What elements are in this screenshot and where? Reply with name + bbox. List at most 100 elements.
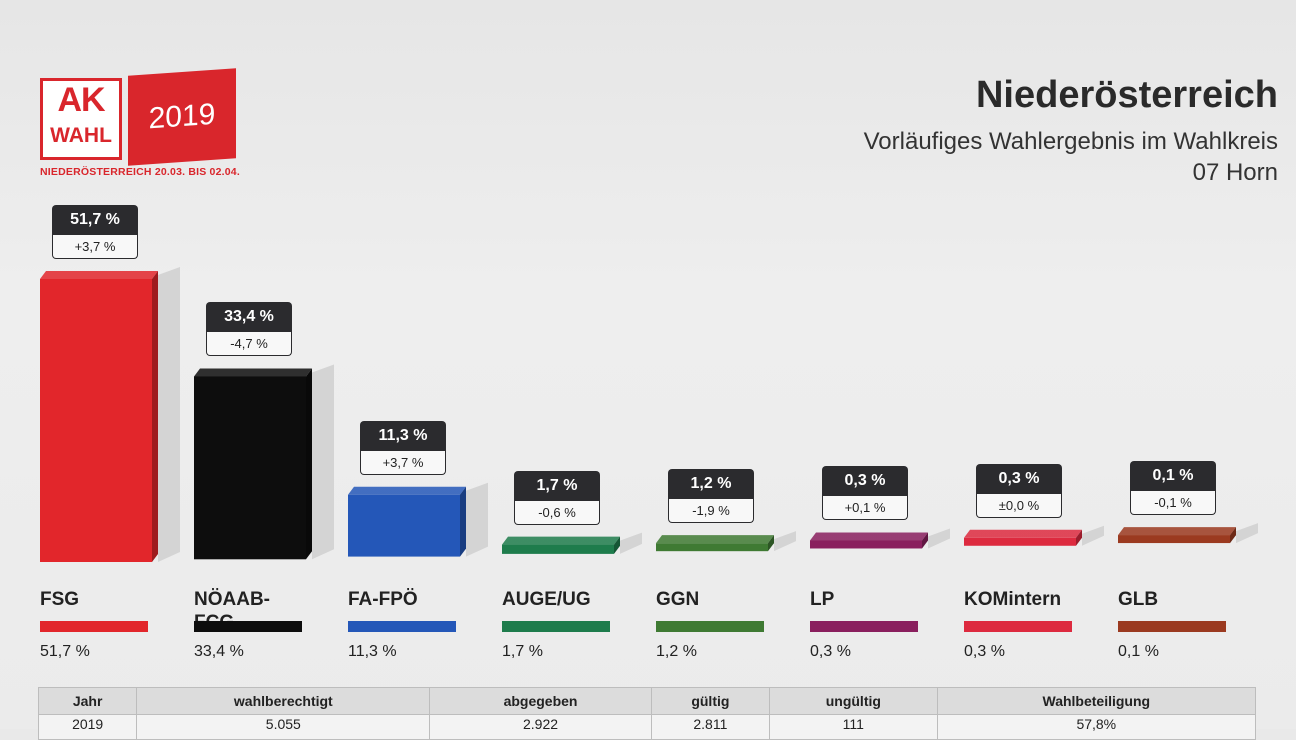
bar-side-face — [152, 271, 158, 562]
table-cell: 111 — [769, 714, 938, 740]
bar-shadow — [620, 532, 642, 554]
change-label: -1,9 % — [668, 499, 754, 524]
bar-shadow — [774, 531, 796, 552]
value-label: 0,1 % — [1130, 461, 1216, 492]
party-name: FA-FPÖ — [348, 588, 418, 611]
party-color-swatch — [810, 621, 918, 632]
party-name: FSG — [40, 588, 79, 611]
table-header-cell: gültig — [650, 687, 771, 715]
value-badge: 33,4 % -4,7 % — [206, 302, 292, 357]
change-label: -0,6 % — [514, 500, 600, 525]
party-percent: 1,2 % — [656, 643, 697, 660]
party-percent: 0,3 % — [810, 643, 851, 660]
bar-shadow — [466, 482, 488, 557]
change-label: -0,1 % — [1130, 491, 1216, 516]
bar — [40, 279, 152, 562]
change-label: +3,7 % — [52, 235, 138, 259]
party-color-swatch — [656, 621, 764, 632]
value-badge: 51,7 % +3,7 % — [52, 205, 138, 259]
page-subtitle: Vorläufiges Wahlergebnis im Wahlkreis 07… — [864, 126, 1278, 188]
party-percent: 0,1 % — [1118, 643, 1159, 660]
party-percent: 33,4 % — [194, 643, 244, 660]
table-header-cell: abgegeben — [429, 687, 652, 715]
table-row: 2019 5.055 2.922 2.811 111 57,8% — [37, 714, 1257, 740]
value-badge: 11,3 % +3,7 % — [360, 420, 446, 475]
bar-top-face — [656, 535, 774, 544]
bar-top-face — [502, 536, 620, 545]
party-name: GGN — [656, 588, 699, 611]
bar — [1118, 535, 1230, 544]
change-label: +3,7 % — [360, 450, 446, 475]
change-label: ±0,0 % — [976, 493, 1062, 518]
value-label: 51,7 % — [52, 205, 138, 235]
party-name-line: GGN — [656, 589, 700, 610]
party-color-swatch — [40, 621, 148, 632]
logo-wahl-text: WAHL — [50, 124, 112, 147]
party-color-swatch — [348, 621, 456, 632]
bar-shadow — [312, 364, 334, 560]
party-name-line: FA-FPÖ — [348, 589, 418, 610]
bar — [656, 543, 768, 552]
subtitle-line-2: 07 Horn — [1192, 159, 1278, 186]
table-header-row: Jahr wahlberechtigt abgegeben gültig ungülti… — [37, 687, 1257, 715]
value-label: 1,7 % — [514, 470, 600, 501]
ak-wahl-logo: AK WAHL 2019 NIEDERÖSTERREICH 20.03. BIS… — [40, 68, 240, 182]
bar-shadow — [1082, 525, 1104, 546]
value-badge: 0,1 % -0,1 % — [1130, 461, 1216, 516]
table-cell: 2.811 — [650, 714, 771, 740]
party-name: GLB — [1118, 588, 1158, 611]
bar-top-face — [40, 271, 158, 279]
bar — [964, 537, 1076, 546]
logo-ak-box: AK WAHL — [40, 78, 122, 160]
table-header-cell: ungültig — [769, 687, 938, 715]
party-percent: 51,7 % — [40, 643, 90, 660]
table-cell: 2.922 — [429, 714, 652, 740]
value-label: 0,3 % — [976, 463, 1062, 494]
party-percent: 1,7 % — [502, 643, 543, 660]
page-title: Niederösterreich — [975, 74, 1278, 116]
bar-side-face — [460, 486, 466, 557]
bar-side-face — [922, 532, 928, 549]
bar-shadow — [158, 267, 180, 562]
bar — [194, 376, 306, 560]
party-name-line: LP — [810, 589, 835, 610]
value-badge: 1,7 % -0,6 % — [514, 470, 600, 525]
bar-side-face — [614, 536, 620, 554]
bar-top-face — [810, 532, 928, 541]
table-header-cell: Jahr — [37, 687, 138, 715]
table-cell: 57,8% — [936, 714, 1257, 740]
value-label: 1,2 % — [668, 469, 754, 500]
table-header-cell: Wahlbeteiligung — [936, 687, 1257, 715]
bar — [502, 544, 614, 554]
party-color-swatch — [1118, 621, 1226, 632]
value-badge: 1,2 % -1,9 % — [668, 469, 754, 524]
party-name: KOMintern — [964, 588, 1061, 611]
logo-ak-text: AK — [57, 81, 105, 119]
value-badge: 0,3 % ±0,0 % — [976, 463, 1062, 518]
table-cell: 5.055 — [136, 714, 431, 740]
party-name: AUGE/UG — [502, 588, 591, 611]
value-badge: 0,3 % +0,1 % — [822, 466, 908, 521]
table-cell: 2019 — [37, 714, 138, 740]
party-color-swatch — [964, 621, 1072, 632]
bar-shadow — [928, 528, 950, 549]
subtitle-line-1: Vorläufiges Wahlergebnis im Wahlkreis — [863, 128, 1278, 155]
party-name: LP — [810, 588, 834, 611]
change-label: +0,1 % — [822, 496, 908, 521]
bar — [810, 540, 922, 549]
value-label: 11,3 % — [360, 420, 446, 451]
party-percent: 0,3 % — [964, 643, 1005, 660]
value-label: 0,3 % — [822, 466, 908, 497]
party-name-line: FSG — [40, 589, 80, 610]
bar-top-face — [348, 486, 466, 495]
bar-side-face — [306, 368, 312, 560]
logo-subline: NIEDERÖSTERREICH 20.03. BIS 02.04. — [40, 166, 240, 178]
party-name-line: NÖAAB- — [194, 589, 270, 610]
party-color-swatch — [502, 621, 610, 632]
party-name-line: KOMintern — [964, 589, 1062, 610]
bar-top-face — [1118, 527, 1236, 536]
value-label: 33,4 % — [206, 302, 292, 333]
bar-side-face — [1076, 529, 1082, 546]
